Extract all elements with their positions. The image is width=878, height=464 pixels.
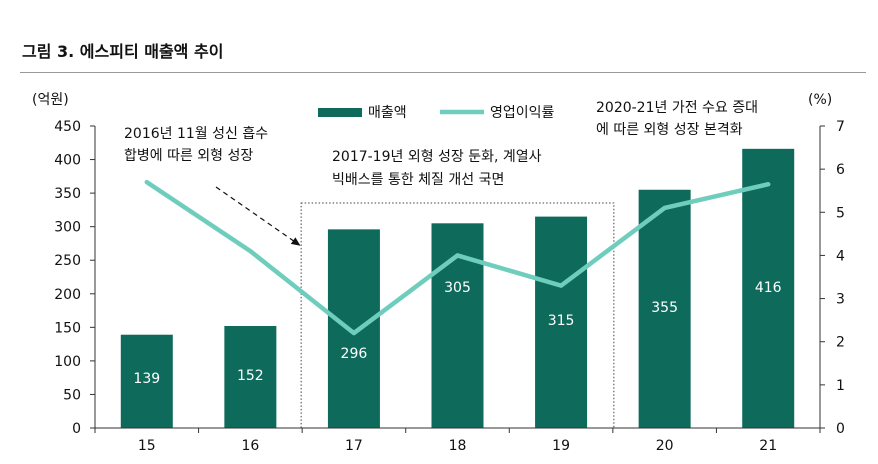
x-tick-label: 19: [552, 438, 570, 454]
bar-20: [638, 189, 691, 428]
left-tick-label: 100: [54, 354, 81, 370]
annotation-2-line-1: 2017-19년 외형 성장 둔화, 계열사: [332, 149, 542, 165]
legend-label-bar: 매출액: [368, 105, 407, 121]
bar-15: [120, 334, 173, 428]
legend-label-line: 영업이익률: [490, 105, 555, 121]
left-tick-label: 300: [54, 220, 81, 236]
x-tick-label: 18: [449, 438, 467, 454]
bar-value-label-21: 416: [755, 280, 782, 296]
annotation-1-line-1: 2016년 11월 성신 흡수: [124, 126, 268, 142]
annotation-arrow: [215, 186, 301, 246]
right-tick-label: 5: [836, 205, 845, 221]
bar-21: [742, 148, 795, 428]
right-tick-label: 7: [836, 119, 845, 135]
right-axis-unit: (%): [808, 92, 832, 108]
right-tick-label: 3: [836, 292, 845, 308]
left-tick-label: 350: [54, 186, 81, 202]
bar-16: [224, 325, 277, 428]
left-tick-label: 0: [72, 421, 81, 437]
x-tick-label: 15: [138, 438, 156, 454]
bar-value-label-20: 355: [651, 300, 678, 316]
bar-17: [327, 229, 380, 428]
left-tick-label: 450: [54, 119, 81, 135]
bar-19: [535, 216, 588, 428]
figure-title: 그림 3. 에스피티 매출액 추이: [22, 42, 224, 61]
title-rule: [20, 72, 866, 73]
right-tick-label: 6: [836, 162, 845, 178]
bar-value-label-17: 296: [341, 346, 368, 362]
right-tick-label: 1: [836, 378, 845, 394]
left-tick-label: 200: [54, 287, 81, 303]
left-tick-label: 150: [54, 320, 81, 336]
x-tick-label: 20: [656, 438, 674, 454]
left-tick-label: 50: [63, 387, 81, 403]
annotation-1-line-2: 합병에 따른 외형 성장: [124, 148, 253, 164]
bar-value-label-19: 315: [548, 313, 575, 329]
legend-swatch-bar: [318, 108, 362, 117]
x-tick-label: 21: [759, 438, 777, 454]
left-axis-unit: (억원): [32, 92, 69, 108]
x-tick-label: 17: [345, 438, 363, 454]
x-tick-label: 16: [241, 438, 259, 454]
right-tick-label: 2: [836, 335, 845, 351]
bar-value-label-16: 152: [237, 368, 264, 384]
right-tick-label: 0: [836, 421, 845, 437]
bar-value-label-15: 139: [133, 371, 160, 387]
annotation-2-line-2: 빅배스를 통한 체질 개선 국면: [332, 172, 504, 188]
annotation-3-line-2: 에 따른 외형 성장 본격화: [596, 122, 743, 138]
bar-value-label-18: 305: [444, 280, 471, 296]
annotation-3-line-1: 2020-21년 가전 수요 증대: [596, 100, 758, 116]
left-tick-label: 250: [54, 253, 81, 269]
right-tick-label: 4: [836, 248, 845, 264]
left-tick-label: 400: [54, 153, 81, 169]
